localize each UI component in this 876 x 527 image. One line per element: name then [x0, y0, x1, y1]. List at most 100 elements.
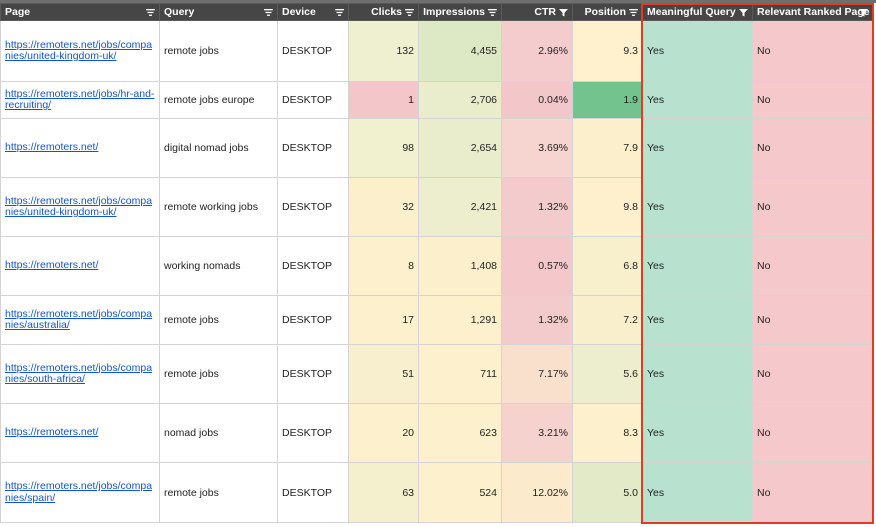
cell-ctr[interactable]: 12.02% — [501, 462, 573, 523]
filter-funnel-icon[interactable] — [558, 7, 569, 18]
cell-page[interactable]: https://remoters.net/jobs/companies/spai… — [0, 462, 160, 523]
cell-relevant-ranked-page[interactable]: No — [752, 344, 873, 404]
cell-position[interactable]: 5.0 — [572, 462, 643, 523]
cell-meaningful-query[interactable]: Yes — [642, 344, 753, 404]
cell-position[interactable]: 9.8 — [572, 177, 643, 237]
cell-page[interactable]: https://remoters.net/jobs/companies/aust… — [0, 295, 160, 345]
cell-query[interactable]: remote jobs — [159, 20, 278, 82]
cell-meaningful-query[interactable]: Yes — [642, 403, 753, 463]
cell-relevant-ranked-page[interactable]: No — [752, 403, 873, 463]
page-link[interactable]: https://remoters.net/jobs/companies/spai… — [5, 480, 153, 504]
cell-query[interactable]: remote jobs — [159, 462, 278, 523]
column-header-meaningful-query[interactable]: Meaningful Query — [642, 3, 753, 21]
cell-query[interactable]: remote jobs — [159, 344, 278, 404]
filter-lines-icon[interactable] — [334, 7, 345, 18]
cell-clicks[interactable]: 8 — [348, 236, 419, 296]
cell-relevant-ranked-page[interactable]: No — [752, 118, 873, 178]
cell-device[interactable]: DESKTOP — [277, 177, 349, 237]
page-link[interactable]: https://remoters.net/ — [5, 426, 99, 439]
cell-page[interactable]: https://remoters.net/jobs/hr-and-recruit… — [0, 81, 160, 119]
page-link[interactable]: https://remoters.net/jobs/companies/unit… — [5, 194, 153, 218]
column-header-ctr[interactable]: CTR — [501, 3, 573, 21]
cell-meaningful-query[interactable]: Yes — [642, 20, 753, 82]
cell-query[interactable]: remote jobs — [159, 295, 278, 345]
cell-clicks[interactable]: 32 — [348, 177, 419, 237]
cell-impressions[interactable]: 2,421 — [418, 177, 502, 237]
cell-impressions[interactable]: 1,408 — [418, 236, 502, 296]
cell-meaningful-query[interactable]: Yes — [642, 236, 753, 296]
column-header-page[interactable]: Page — [0, 3, 160, 21]
page-link[interactable]: https://remoters.net/ — [5, 141, 99, 154]
cell-relevant-ranked-page[interactable]: No — [752, 462, 873, 523]
cell-clicks[interactable]: 20 — [348, 403, 419, 463]
cell-ctr[interactable]: 3.69% — [501, 118, 573, 178]
cell-clicks[interactable]: 98 — [348, 118, 419, 178]
cell-page[interactable]: https://remoters.net/ — [0, 236, 160, 296]
filter-funnel-icon[interactable] — [858, 7, 869, 18]
column-header-device[interactable]: Device — [277, 3, 349, 21]
cell-ctr[interactable]: 2.96% — [501, 20, 573, 82]
cell-meaningful-query[interactable]: Yes — [642, 81, 753, 119]
column-header-position[interactable]: Position — [572, 3, 643, 21]
column-header-impressions[interactable]: Impressions — [418, 3, 502, 21]
cell-page[interactable]: https://remoters.net/jobs/companies/unit… — [0, 20, 160, 82]
cell-clicks[interactable]: 132 — [348, 20, 419, 82]
cell-query[interactable]: remote working jobs — [159, 177, 278, 237]
cell-ctr[interactable]: 0.04% — [501, 81, 573, 119]
page-link[interactable]: https://remoters.net/jobs/companies/aust… — [5, 307, 153, 331]
cell-impressions[interactable]: 2,654 — [418, 118, 502, 178]
cell-relevant-ranked-page[interactable]: No — [752, 236, 873, 296]
cell-query[interactable]: working nomads — [159, 236, 278, 296]
filter-funnel-icon[interactable] — [738, 7, 749, 18]
cell-meaningful-query[interactable]: Yes — [642, 177, 753, 237]
cell-impressions[interactable]: 4,455 — [418, 20, 502, 82]
cell-query[interactable]: nomad jobs — [159, 403, 278, 463]
cell-impressions[interactable]: 1,291 — [418, 295, 502, 345]
cell-position[interactable]: 9.3 — [572, 20, 643, 82]
page-link[interactable]: https://remoters.net/jobs/companies/unit… — [5, 38, 153, 62]
page-link[interactable]: https://remoters.net/jobs/hr-and-recruit… — [5, 87, 155, 111]
cell-device[interactable]: DESKTOP — [277, 20, 349, 82]
filter-lines-icon[interactable] — [263, 7, 274, 18]
filter-lines-icon[interactable] — [628, 7, 639, 18]
cell-position[interactable]: 7.2 — [572, 295, 643, 345]
page-link[interactable]: https://remoters.net/jobs/companies/sout… — [5, 361, 153, 385]
cell-position[interactable]: 6.8 — [572, 236, 643, 296]
cell-ctr[interactable]: 3.21% — [501, 403, 573, 463]
cell-impressions[interactable]: 623 — [418, 403, 502, 463]
cell-impressions[interactable]: 2,706 — [418, 81, 502, 119]
cell-impressions[interactable]: 524 — [418, 462, 502, 523]
cell-device[interactable]: DESKTOP — [277, 295, 349, 345]
filter-lines-icon[interactable] — [145, 7, 156, 18]
cell-position[interactable]: 1.9 — [572, 81, 643, 119]
cell-page[interactable]: https://remoters.net/ — [0, 118, 160, 178]
cell-device[interactable]: DESKTOP — [277, 462, 349, 523]
cell-clicks[interactable]: 63 — [348, 462, 419, 523]
column-header-relevant-ranked-page[interactable]: Relevant Ranked Page — [752, 3, 873, 21]
cell-ctr[interactable]: 1.32% — [501, 295, 573, 345]
cell-impressions[interactable]: 711 — [418, 344, 502, 404]
cell-ctr[interactable]: 7.17% — [501, 344, 573, 404]
cell-page[interactable]: https://remoters.net/jobs/companies/unit… — [0, 177, 160, 237]
cell-position[interactable]: 7.9 — [572, 118, 643, 178]
cell-position[interactable]: 5.6 — [572, 344, 643, 404]
column-header-clicks[interactable]: Clicks — [348, 3, 419, 21]
cell-meaningful-query[interactable]: Yes — [642, 295, 753, 345]
page-link[interactable]: https://remoters.net/ — [5, 259, 99, 272]
cell-relevant-ranked-page[interactable]: No — [752, 81, 873, 119]
cell-clicks[interactable]: 1 — [348, 81, 419, 119]
cell-clicks[interactable]: 17 — [348, 295, 419, 345]
cell-device[interactable]: DESKTOP — [277, 403, 349, 463]
cell-meaningful-query[interactable]: Yes — [642, 462, 753, 523]
cell-meaningful-query[interactable]: Yes — [642, 118, 753, 178]
filter-lines-icon[interactable] — [487, 7, 498, 18]
cell-ctr[interactable]: 0.57% — [501, 236, 573, 296]
cell-relevant-ranked-page[interactable]: No — [752, 177, 873, 237]
cell-ctr[interactable]: 1.32% — [501, 177, 573, 237]
cell-device[interactable]: DESKTOP — [277, 236, 349, 296]
cell-clicks[interactable]: 51 — [348, 344, 419, 404]
cell-relevant-ranked-page[interactable]: No — [752, 295, 873, 345]
cell-relevant-ranked-page[interactable]: No — [752, 20, 873, 82]
cell-query[interactable]: remote jobs europe — [159, 81, 278, 119]
cell-position[interactable]: 8.3 — [572, 403, 643, 463]
